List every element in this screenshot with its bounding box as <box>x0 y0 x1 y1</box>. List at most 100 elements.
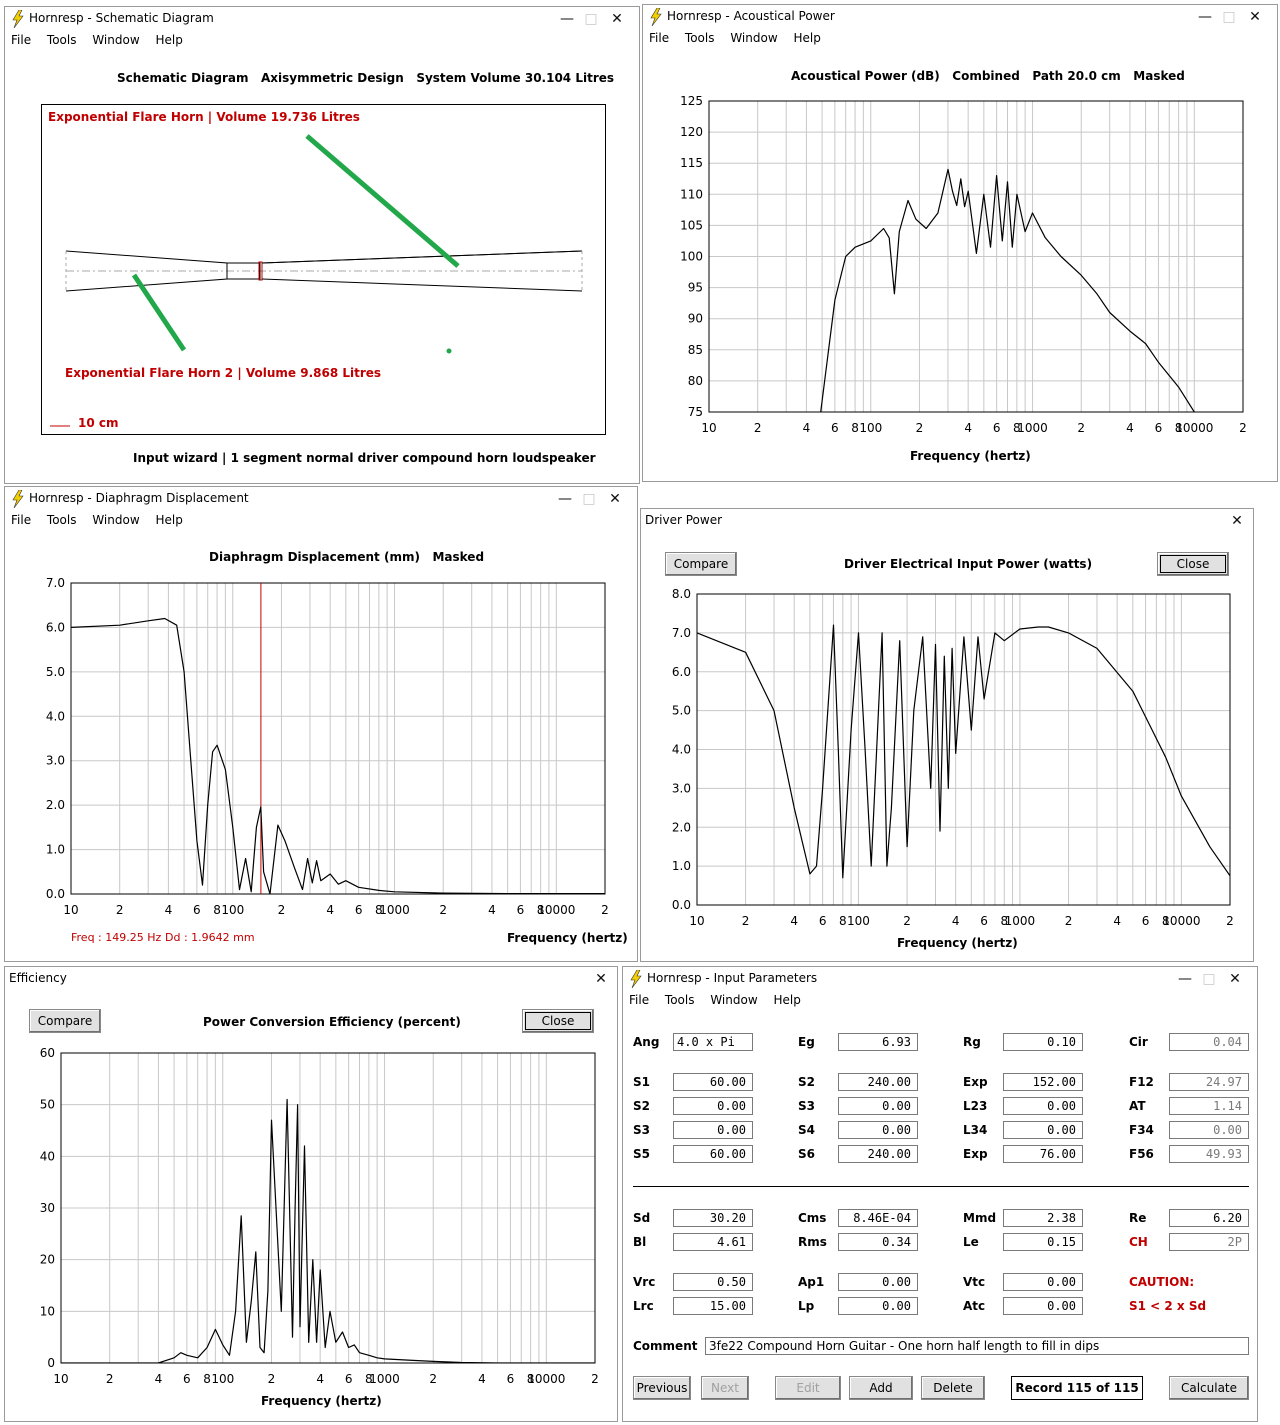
y-tick-label: 95 <box>688 281 703 295</box>
maximize-icon[interactable]: □ <box>584 11 598 27</box>
menu-tools[interactable]: Tools <box>664 993 695 1007</box>
edit-button[interactable]: Edit <box>775 1376 841 1400</box>
field-rms[interactable]: 0.34 <box>838 1233 918 1251</box>
field-lp[interactable]: 0.00 <box>838 1297 918 1315</box>
field-ang[interactable]: 4.0 x Pi <box>673 1033 753 1051</box>
menu-file[interactable]: File <box>629 993 650 1007</box>
close-icon[interactable]: ✕ <box>609 491 621 507</box>
menu-help[interactable]: Help <box>155 33 183 47</box>
x-tick-label: 6 <box>345 1372 353 1386</box>
field-cms[interactable]: 8.46E-04 <box>838 1209 918 1227</box>
x-tick-label: 2 <box>1239 421 1247 435</box>
close-button[interactable]: Close <box>1157 552 1229 576</box>
schematic-footer: Input wizard | 1 segment normal driver c… <box>133 451 596 465</box>
compare-button[interactable]: Compare <box>665 552 737 576</box>
minimize-icon[interactable]: — <box>1198 9 1212 25</box>
menu-tools[interactable]: Tools <box>684 31 715 45</box>
x-tick-label: 2 <box>116 903 124 917</box>
field-s2[interactable]: 240.00 <box>838 1073 918 1091</box>
close-button[interactable]: Close <box>522 1009 594 1033</box>
maximize-icon[interactable]: □ <box>1222 9 1236 25</box>
field-eg[interactable]: 6.93 <box>838 1033 918 1051</box>
label-bl: Bl <box>633 1235 647 1249</box>
delete-button[interactable]: Delete <box>921 1376 985 1400</box>
record-indicator: Record 115 of 115 <box>1011 1376 1143 1400</box>
x-tick-label: 2 <box>1077 421 1085 435</box>
field-rg[interactable]: 0.10 <box>1003 1033 1083 1051</box>
label-re: Re <box>1129 1211 1147 1225</box>
field-s1[interactable]: 60.00 <box>673 1073 753 1091</box>
field-f12: 24.97 <box>1169 1073 1249 1091</box>
menu-tools[interactable]: Tools <box>46 513 77 527</box>
previous-button[interactable]: Previous <box>633 1376 691 1400</box>
input-titlebar[interactable]: Hornresp - Input Parameters — □ ✕ <box>623 967 1257 991</box>
field-mmd[interactable]: 2.38 <box>1003 1209 1083 1227</box>
field-vtc[interactable]: 0.00 <box>1003 1273 1083 1291</box>
field-s2b[interactable]: 0.00 <box>673 1097 753 1115</box>
field-lrc[interactable]: 15.00 <box>673 1297 753 1315</box>
efficiency-titlebar[interactable]: Efficiency ✕ <box>5 967 617 991</box>
field-vrc[interactable]: 0.50 <box>673 1273 753 1291</box>
menu-help[interactable]: Help <box>155 513 183 527</box>
close-icon[interactable]: ✕ <box>595 971 607 987</box>
driver-power-titlebar[interactable]: Driver Power ✕ <box>641 509 1253 533</box>
label-mmd: Mmd <box>963 1211 997 1225</box>
throat-chamber <box>227 262 261 280</box>
x-tick-label: 8 <box>839 914 847 928</box>
menu-window[interactable]: Window <box>710 993 758 1007</box>
field-l23[interactable]: 0.00 <box>1003 1097 1083 1115</box>
plot-frame <box>708 100 1244 413</box>
field-le[interactable]: 0.15 <box>1003 1233 1083 1251</box>
close-icon[interactable]: ✕ <box>1229 971 1241 987</box>
displacement-heading: Diaphragm Displacement (mm) Masked <box>209 550 485 564</box>
field-bl[interactable]: 4.61 <box>673 1233 753 1251</box>
y-tick-label: 3.0 <box>46 754 65 768</box>
menu-window[interactable]: Window <box>92 513 140 527</box>
label-eg: Eg <box>798 1035 815 1049</box>
field-s3b[interactable]: 0.00 <box>673 1121 753 1139</box>
schematic-titlebar[interactable]: Hornresp - Schematic Diagram — □ ✕ <box>5 7 639 31</box>
caution-text: S1 < 2 x Sd <box>1129 1299 1207 1313</box>
close-icon[interactable]: ✕ <box>1249 9 1261 25</box>
field-exp2[interactable]: 76.00 <box>1003 1145 1083 1163</box>
x-tick-label: 8 <box>365 1372 373 1386</box>
field-s6[interactable]: 240.00 <box>838 1145 918 1163</box>
minimize-icon[interactable]: — <box>1178 971 1192 987</box>
compare-button[interactable]: Compare <box>29 1009 101 1033</box>
field-ap1[interactable]: 0.00 <box>838 1273 918 1291</box>
label-rg: Rg <box>963 1035 981 1049</box>
field-s5[interactable]: 60.00 <box>673 1145 753 1163</box>
y-tick-label: 60 <box>40 1046 55 1060</box>
field-l34[interactable]: 0.00 <box>1003 1121 1083 1139</box>
comment-label: Comment <box>633 1339 698 1353</box>
field-atc[interactable]: 0.00 <box>1003 1297 1083 1315</box>
calculate-button[interactable]: Calculate <box>1169 1376 1249 1400</box>
close-icon[interactable]: ✕ <box>611 11 623 27</box>
displacement-titlebar[interactable]: Hornresp - Diaphragm Displacement — □ ✕ <box>5 487 637 511</box>
label-rms: Rms <box>798 1235 827 1249</box>
menu-window[interactable]: Window <box>92 33 140 47</box>
field-exp1[interactable]: 152.00 <box>1003 1073 1083 1091</box>
menu-tools[interactable]: Tools <box>46 33 77 47</box>
menu-help[interactable]: Help <box>793 31 821 45</box>
menu-file[interactable]: File <box>11 513 32 527</box>
minimize-icon[interactable]: — <box>558 491 572 507</box>
field-re[interactable]: 6.20 <box>1169 1209 1249 1227</box>
menu-help[interactable]: Help <box>773 993 801 1007</box>
next-button[interactable]: Next <box>701 1376 749 1400</box>
field-s3[interactable]: 0.00 <box>838 1097 918 1115</box>
menu-file[interactable]: File <box>649 31 670 45</box>
close-icon[interactable]: ✕ <box>1231 513 1243 529</box>
y-tick-label: 3.0 <box>672 781 691 795</box>
add-button[interactable]: Add <box>849 1376 913 1400</box>
comment-field[interactable]: 3fe22 Compound Horn Guitar - One horn ha… <box>705 1337 1249 1355</box>
field-s4[interactable]: 0.00 <box>838 1121 918 1139</box>
y-tick-label: 2.0 <box>672 820 691 834</box>
menu-window[interactable]: Window <box>730 31 778 45</box>
maximize-icon[interactable]: □ <box>582 491 596 507</box>
minimize-icon[interactable]: — <box>560 11 574 27</box>
field-sd[interactable]: 30.20 <box>673 1209 753 1227</box>
maximize-icon[interactable]: □ <box>1202 971 1216 987</box>
acoustical-titlebar[interactable]: Hornresp - Acoustical Power — □ ✕ <box>643 5 1277 29</box>
menu-file[interactable]: File <box>11 33 32 47</box>
